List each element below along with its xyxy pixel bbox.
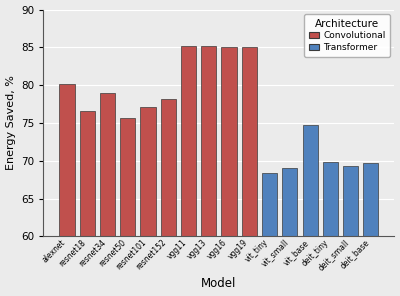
Bar — [363, 163, 378, 296]
Bar — [201, 46, 216, 296]
Bar — [262, 173, 277, 296]
Bar — [222, 46, 237, 296]
Legend: Convolutional, Transformer: Convolutional, Transformer — [304, 14, 390, 57]
Bar — [120, 118, 135, 296]
Bar — [242, 46, 257, 296]
Bar — [80, 111, 95, 296]
Bar — [343, 166, 358, 296]
Bar — [161, 99, 176, 296]
Bar — [323, 162, 338, 296]
Bar — [181, 46, 196, 296]
X-axis label: Model: Model — [201, 277, 237, 290]
Bar — [140, 107, 156, 296]
Bar — [100, 93, 115, 296]
Bar — [302, 125, 318, 296]
Bar — [59, 84, 74, 296]
Bar — [282, 168, 298, 296]
Y-axis label: Energy Saved, %: Energy Saved, % — [6, 75, 16, 170]
